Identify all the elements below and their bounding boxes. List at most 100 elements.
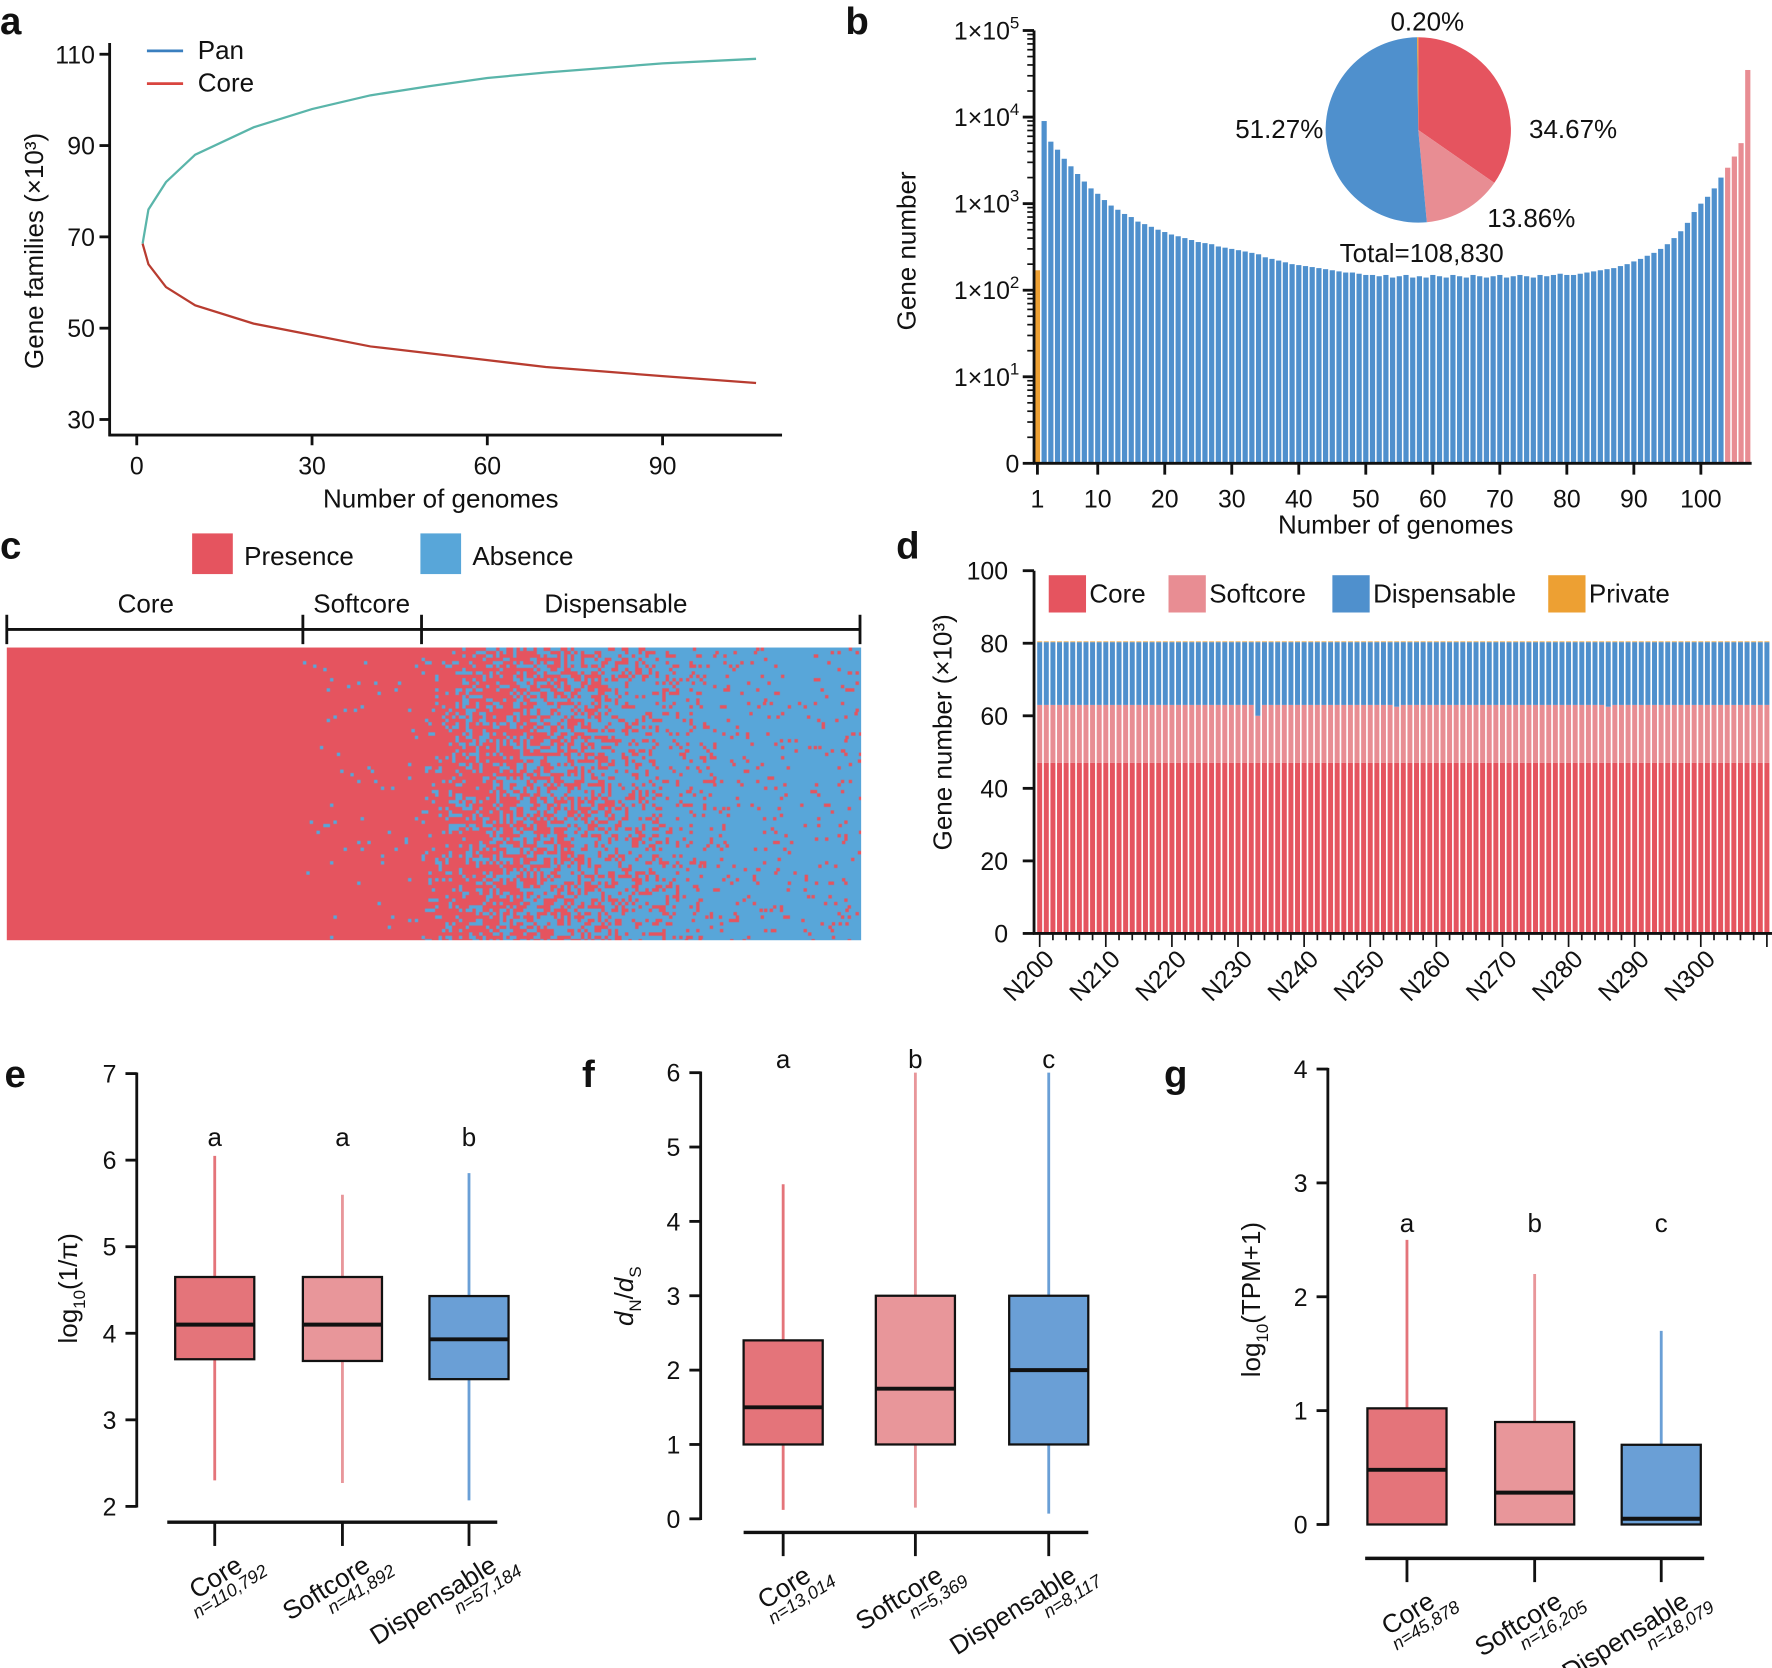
bar-N229-softcore bbox=[1228, 704, 1234, 763]
bar-genome-99 bbox=[1691, 212, 1697, 464]
bar-N285-core bbox=[1599, 762, 1605, 934]
bar-N296-private bbox=[1671, 641, 1677, 643]
x-tick-label: 90 bbox=[649, 453, 677, 481]
bar-N282-core bbox=[1579, 762, 1585, 934]
bar-genome-67 bbox=[1477, 276, 1483, 464]
bar-N218-private bbox=[1156, 641, 1162, 643]
bar-N283-core bbox=[1585, 762, 1591, 934]
bar-N242-dispensable bbox=[1314, 642, 1320, 705]
bar-N295-private bbox=[1665, 641, 1671, 643]
bar-N260-private bbox=[1433, 641, 1439, 643]
bar-N263-softcore bbox=[1453, 704, 1459, 763]
bar-N226-dispensable bbox=[1209, 642, 1215, 705]
bar-N215-dispensable bbox=[1136, 642, 1142, 705]
bar-N309-private bbox=[1757, 641, 1763, 643]
pie-label-dispensable: 51.27% bbox=[1235, 114, 1323, 144]
pie-total-label: Total=108,830 bbox=[1340, 238, 1504, 268]
tick-exp: 4 bbox=[1010, 100, 1019, 119]
section-label-dispensable: Dispensable bbox=[544, 589, 687, 619]
y-tick-label: 0 bbox=[994, 920, 1008, 948]
bar-N250-dispensable bbox=[1367, 642, 1373, 705]
bar-N202-dispensable bbox=[1050, 642, 1056, 705]
bar-N287-private bbox=[1612, 641, 1618, 643]
bar-genome-102 bbox=[1711, 188, 1717, 464]
bar-N274-dispensable bbox=[1526, 642, 1532, 705]
bar-N216-private bbox=[1142, 641, 1148, 643]
bar-N288-softcore bbox=[1618, 704, 1624, 763]
panel-label-c: c bbox=[0, 524, 21, 567]
bar-genome-5 bbox=[1061, 158, 1067, 464]
bar-N304-softcore bbox=[1724, 704, 1730, 763]
x-tick-label: 0 bbox=[130, 453, 144, 481]
bar-genome-50 bbox=[1363, 274, 1369, 464]
y-tick-label: 1 bbox=[1294, 1398, 1308, 1426]
label-part: log bbox=[1236, 1343, 1266, 1378]
bar-N213-core bbox=[1123, 762, 1129, 934]
y-tick-label: 1×102 bbox=[954, 273, 1019, 305]
bar-N266-softcore bbox=[1473, 704, 1479, 763]
bar-N239-core bbox=[1295, 762, 1301, 934]
bar-N249-private bbox=[1361, 641, 1367, 643]
y-axis-label: log10(1/π) bbox=[53, 1233, 89, 1343]
bar-N237-core bbox=[1281, 762, 1287, 934]
pie-slice-core bbox=[1418, 37, 1511, 183]
bar-N262-private bbox=[1447, 641, 1453, 643]
bar-genome-57 bbox=[1410, 277, 1416, 464]
panel-label-b: b bbox=[845, 0, 868, 43]
x-axis-label: Number of genomes bbox=[1278, 509, 1513, 539]
bar-genome-15 bbox=[1128, 217, 1134, 464]
bar-N227-core bbox=[1215, 762, 1221, 934]
bar-N241-core bbox=[1308, 762, 1314, 934]
bar-N231-softcore bbox=[1242, 704, 1248, 763]
bar-N246-core bbox=[1341, 762, 1347, 934]
bar-N243-dispensable bbox=[1321, 642, 1327, 705]
bar-genome-46 bbox=[1336, 271, 1342, 464]
bar-N264-core bbox=[1460, 762, 1466, 934]
bar-N302-softcore bbox=[1711, 704, 1717, 763]
y-tick-label: 4 bbox=[666, 1208, 680, 1236]
bar-N291-core bbox=[1638, 762, 1644, 934]
bar-N308-private bbox=[1751, 641, 1757, 643]
bar-N264-private bbox=[1460, 641, 1466, 643]
bar-N295-softcore bbox=[1665, 704, 1671, 763]
bar-N262-core bbox=[1447, 762, 1453, 934]
bar-genome-72 bbox=[1510, 276, 1516, 464]
bar-N200-core bbox=[1037, 762, 1043, 934]
bar-N253-private bbox=[1387, 641, 1393, 643]
bar-N213-private bbox=[1123, 641, 1129, 643]
y-tick-label: 6 bbox=[666, 1060, 680, 1088]
bar-N298-softcore bbox=[1685, 704, 1691, 763]
bar-N215-softcore bbox=[1136, 704, 1142, 763]
bar-genome-14 bbox=[1121, 213, 1128, 464]
bar-N232-private bbox=[1248, 641, 1254, 643]
legend-swatch-private bbox=[1548, 575, 1586, 613]
bar-genome-37 bbox=[1276, 260, 1282, 464]
bar-N204-private bbox=[1063, 641, 1069, 643]
bar-N267-core bbox=[1480, 762, 1486, 934]
bar-N281-private bbox=[1572, 641, 1578, 643]
bar-genome-43 bbox=[1316, 268, 1322, 464]
bar-N205-core bbox=[1070, 762, 1076, 934]
bar-N245-softcore bbox=[1334, 704, 1340, 763]
bar-N271-private bbox=[1506, 641, 1512, 643]
bar-N253-softcore bbox=[1387, 704, 1393, 763]
bar-N233-core bbox=[1255, 762, 1261, 934]
bar-N308-softcore bbox=[1751, 704, 1757, 763]
legend-label-absence: Absence bbox=[472, 541, 573, 571]
x-axis-label: Number of genomes bbox=[323, 483, 558, 513]
bar-genome-89 bbox=[1624, 264, 1630, 464]
box-core bbox=[1366, 1407, 1448, 1526]
bar-N285-private bbox=[1599, 641, 1605, 643]
bar-N245-core bbox=[1334, 762, 1340, 934]
bar-genome-70 bbox=[1497, 274, 1503, 464]
x-tick-label: 60 bbox=[473, 453, 501, 481]
bar-N249-dispensable bbox=[1361, 642, 1367, 705]
bar-N219-dispensable bbox=[1162, 642, 1168, 705]
y-tick-label: 50 bbox=[67, 315, 95, 343]
bar-N278-private bbox=[1552, 641, 1558, 643]
bar-N238-dispensable bbox=[1288, 642, 1294, 705]
pie-slice-softcore bbox=[1418, 129, 1495, 223]
bar-N256-core bbox=[1407, 762, 1413, 934]
bar-N245-private bbox=[1334, 641, 1340, 643]
bar-N255-core bbox=[1400, 762, 1406, 934]
